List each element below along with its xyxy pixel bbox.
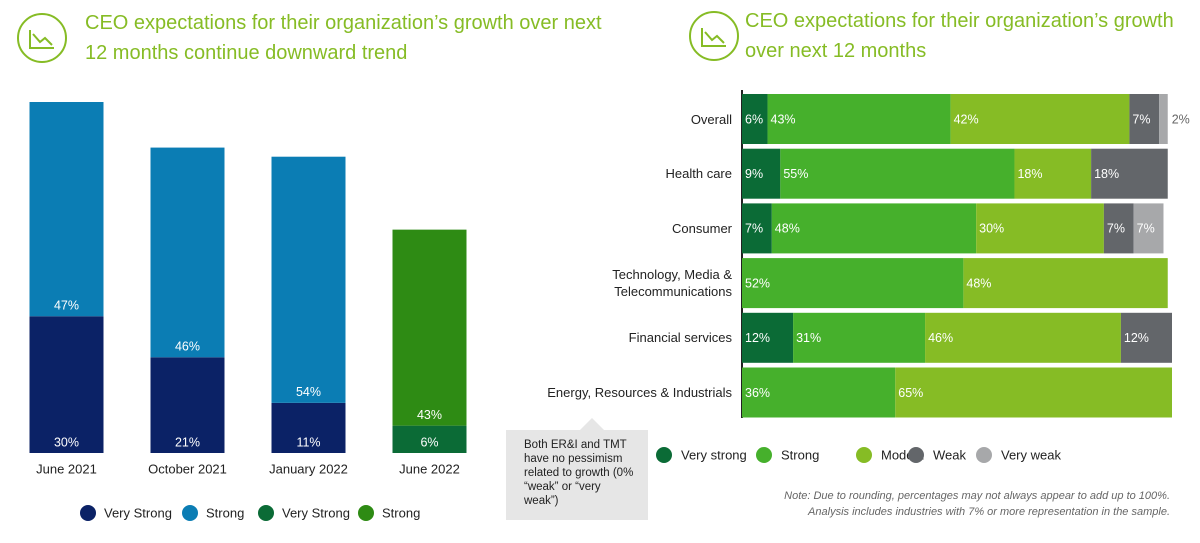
value-label: 46% — [175, 340, 200, 354]
value-label: 55% — [783, 167, 808, 181]
value-label: 46% — [928, 331, 953, 345]
note: Analysis includes industries with 7% or … — [808, 506, 1170, 518]
value-label: 43% — [417, 408, 442, 422]
annotation: Both ER&I and TMT have no pessimism rela… — [506, 430, 648, 520]
bar-segment — [1133, 203, 1164, 254]
bar-segment — [963, 258, 1168, 309]
bar-segment — [392, 425, 467, 453]
y-tick-label: Technology, Media & Telecommunications — [612, 267, 732, 300]
x-tick-label: June 2022 — [399, 461, 460, 476]
bar-segment — [271, 402, 346, 453]
bar-segment — [1120, 312, 1172, 363]
bar-segment — [150, 357, 225, 453]
value-label: 21% — [175, 435, 200, 449]
value-label: 47% — [54, 299, 79, 313]
legend-label: Very Strong — [104, 505, 172, 520]
bar-segment — [392, 229, 467, 426]
bar-segment — [771, 203, 977, 254]
bar-segment — [793, 312, 926, 363]
bar-segment — [150, 147, 225, 358]
y-tick-label: Consumer — [672, 220, 732, 236]
bar-segment — [742, 94, 768, 144]
icon — [689, 11, 739, 61]
bar-segment — [1091, 148, 1168, 199]
x-tick-label: June 2021 — [36, 461, 97, 476]
chart-title: CEO expectations for their organization’… — [85, 12, 602, 64]
legend-marker — [908, 447, 924, 463]
value-label: 12% — [1124, 331, 1149, 345]
y-tick-label: Financial services — [628, 330, 732, 346]
value-label: 11% — [296, 435, 320, 449]
value-label: 48% — [966, 276, 991, 290]
legend-marker — [756, 447, 772, 463]
value-label: 52% — [745, 276, 770, 290]
value-label: 43% — [771, 112, 796, 126]
bar-segment — [895, 367, 1172, 418]
value-label: 12% — [745, 331, 770, 345]
legend-marker — [182, 505, 198, 521]
legend-label: Very strong — [681, 447, 747, 462]
legend-marker — [656, 447, 672, 463]
value-label: 6% — [420, 435, 438, 449]
value-label: 7% — [745, 222, 763, 236]
bar-segment — [767, 94, 951, 144]
bar-segment — [976, 203, 1104, 254]
value-label: 30% — [54, 435, 79, 449]
bar-segment — [1014, 148, 1092, 199]
value-label: 65% — [898, 386, 923, 400]
value-label: 42% — [954, 112, 979, 126]
legend-label: Weak — [933, 447, 966, 462]
value-label: 7% — [1132, 112, 1150, 126]
y-tick-label: Overall — [690, 111, 732, 127]
bar-segment — [29, 316, 104, 453]
bar-segment — [742, 148, 781, 199]
value-label: 2% — [1172, 112, 1190, 126]
bar-segment — [742, 367, 896, 418]
value-label: 6% — [745, 112, 763, 126]
bar-segment — [925, 312, 1121, 363]
value-label: 7% — [1107, 222, 1125, 236]
legend-marker — [80, 505, 96, 521]
value-label: 18% — [1017, 167, 1042, 181]
legend-label: Very Strong — [282, 505, 350, 520]
x-tick-label: January 2022 — [269, 461, 348, 476]
x-tick-label: October 2021 — [148, 461, 227, 476]
value-label: 9% — [745, 167, 763, 181]
bar-segment — [1129, 94, 1160, 144]
chart-title: CEO expectations for their organization’… — [745, 10, 1174, 62]
legend-marker — [856, 447, 872, 463]
value-label: 48% — [775, 222, 800, 236]
legend-marker — [976, 447, 992, 463]
legend-label: Very weak — [1001, 447, 1061, 462]
legend-label: Strong — [382, 505, 420, 520]
callout-pointer — [580, 418, 604, 430]
legend-marker — [358, 505, 374, 521]
value-label: 30% — [979, 222, 1004, 236]
y-tick-label: Energy, Resources & Industrials — [547, 385, 732, 400]
value-label: 36% — [745, 386, 770, 400]
value-label: 18% — [1094, 167, 1119, 181]
y-tick-label: Health care — [665, 166, 732, 182]
legend-label: Strong — [206, 505, 244, 520]
bar-segment — [780, 148, 1015, 199]
icon — [17, 13, 67, 63]
bar-segment — [29, 102, 104, 317]
value-label: 54% — [296, 385, 321, 399]
bar-segment — [1103, 203, 1134, 254]
note: Note: Due to rounding, percentages may n… — [784, 490, 1170, 502]
bar-segment — [271, 156, 346, 403]
bar-segment — [742, 203, 772, 254]
value-label: 31% — [796, 331, 821, 345]
value-label: 7% — [1137, 222, 1155, 236]
bar-segment — [950, 94, 1130, 144]
bar-segment — [742, 312, 794, 363]
bar-segment — [1159, 94, 1168, 144]
legend-marker — [258, 505, 274, 521]
bar-segment — [742, 258, 964, 309]
legend-label: Strong — [781, 447, 819, 462]
